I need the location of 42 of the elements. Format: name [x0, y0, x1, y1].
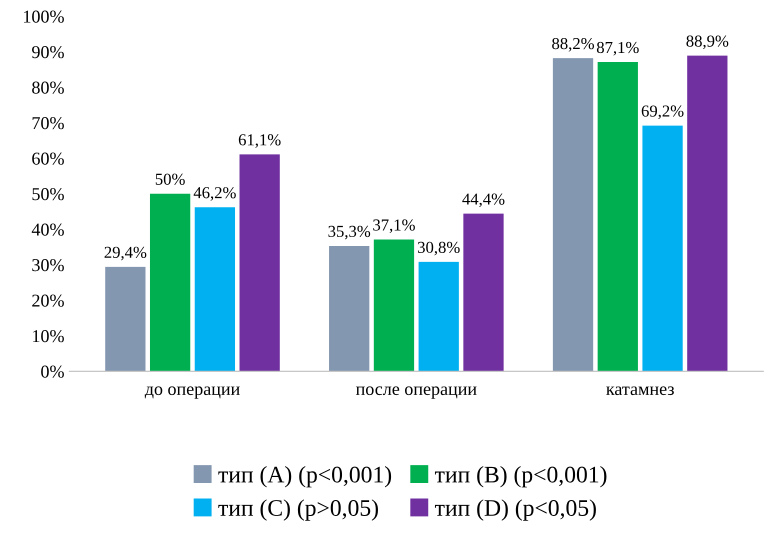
bar — [642, 126, 683, 372]
data-label: 61,1% — [238, 134, 281, 148]
bar — [150, 194, 190, 372]
data-label: 50% — [156, 174, 185, 185]
legend-label: тип (C) (p>0,05) — [218, 499, 378, 521]
bar — [240, 154, 280, 372]
data-label: 46,2% — [194, 187, 236, 201]
data-label: 44,4% — [462, 193, 504, 208]
bar — [552, 58, 594, 372]
data-label: 35,3% — [328, 226, 370, 240]
bar — [194, 207, 236, 372]
bar — [463, 214, 504, 372]
data-label: 29,4% — [104, 246, 146, 260]
y-tick-label: 60% — [32, 152, 64, 165]
bar — [329, 246, 370, 372]
data-label: 69,2% — [642, 105, 684, 120]
y-tick-label: 80% — [32, 82, 64, 94]
bar — [105, 266, 146, 372]
data-label: 87,1% — [596, 42, 639, 56]
y-tick-label: 100% — [24, 10, 64, 23]
y-tick-label: 90% — [32, 46, 64, 58]
x-tick-label: после операции — [356, 386, 477, 399]
y-tick-label: 20% — [32, 294, 64, 307]
y-tick-label: 70% — [32, 117, 64, 130]
legend-label: тип (D) (p<0,05) — [434, 499, 596, 521]
x-tick-label: до операции — [144, 386, 240, 399]
data-label: 88,9% — [686, 35, 728, 50]
bar — [598, 62, 638, 372]
y-tick-label: 50% — [32, 188, 64, 200]
data-label: 88,2% — [552, 38, 594, 52]
legend-label: тип (B) (p<0,001) — [434, 466, 606, 488]
bar — [418, 262, 459, 372]
bar — [687, 56, 728, 372]
y-tick-label: 0% — [41, 366, 64, 378]
data-label: 37,1% — [373, 219, 415, 234]
y-tick-label: 10% — [33, 330, 64, 342]
legend-label: тип (A) (p<0,001) — [218, 466, 392, 488]
bar — [374, 240, 414, 372]
y-tick-label: 40% — [32, 224, 64, 236]
x-tick-label: катамнез — [606, 386, 674, 396]
y-tick-label: 30% — [32, 259, 64, 272]
data-label: 30,8% — [418, 242, 460, 256]
